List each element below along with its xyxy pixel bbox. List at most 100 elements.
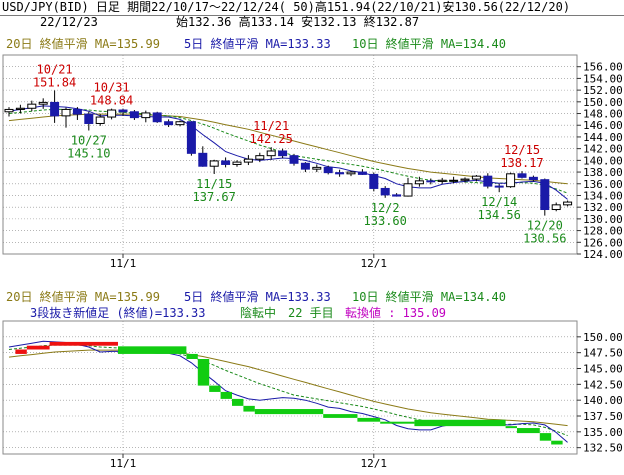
candle-body-down	[278, 150, 288, 157]
candle-y-tick-label: 152.00	[583, 84, 623, 97]
annotation-value: 145.10	[67, 147, 110, 161]
candlestick-x-axis: 11/1 12/1	[110, 254, 387, 270]
three-line-break-plot-frame	[2, 320, 578, 455]
tlb-y-tick-label: 140.00	[583, 394, 623, 407]
annotation-value: 138.17	[500, 156, 543, 170]
candle-body-up	[266, 150, 276, 157]
brick-down	[551, 440, 563, 445]
tlb-y-tick-label: 142.50	[583, 378, 623, 391]
candle-body-down	[392, 194, 402, 197]
tlb-y-tick-label: 145.00	[583, 363, 623, 376]
candle-body-down	[50, 101, 60, 117]
candle-body-up	[551, 204, 561, 211]
candle-body-up	[15, 107, 25, 110]
candlestick-grid	[3, 55, 577, 255]
annotation-value: 130.56	[523, 232, 566, 246]
annotation-date: 11/21	[253, 119, 289, 133]
brick-up	[26, 345, 50, 350]
tlb-x-tick-label: 11/1	[110, 457, 137, 470]
candle-body-down	[289, 155, 299, 164]
candle-body-up	[141, 112, 151, 119]
legend2-status: 陰転中 22 手目	[240, 305, 334, 320]
brick-down	[209, 385, 221, 392]
candle-body-down	[129, 111, 139, 119]
legend2-ma5: 5日 終値平滑 MA=133.33	[184, 289, 331, 304]
header-line-2: 22/12/23 始132.36 高133.14 安132.13 終132.87	[0, 15, 624, 30]
candle-y-tick-label: 126.00	[583, 236, 623, 249]
legend2-ma20: 20日 終値平滑 MA=135.99	[6, 289, 160, 304]
candle-body-up	[38, 101, 48, 105]
three-line-break-y-axis: 150.00 147.50 145.00 142.50 140.00 137.50 135.…	[577, 331, 623, 455]
candle-body-up	[346, 171, 356, 175]
candle-body-down	[152, 112, 162, 123]
candle-y-tick-label: 144.00	[583, 131, 623, 144]
candlestick-series	[4, 90, 573, 216]
legend2-reversal: 転換値 : 135.09	[345, 305, 446, 320]
candle-ma10-line	[8, 108, 568, 194]
annotation-date: 10/27	[71, 134, 107, 148]
legend2-ma10: 10日 終値平滑 MA=134.40	[352, 289, 506, 304]
candle-body-down	[84, 113, 94, 124]
annotation-value: 148.84	[90, 94, 133, 108]
candle-y-tick-label: 132.00	[583, 201, 623, 214]
candle-body-down	[426, 180, 436, 183]
candle-body-up	[27, 103, 37, 109]
candle-body-down	[380, 187, 390, 196]
brick-down	[357, 417, 381, 422]
candle-y-tick-label: 140.00	[583, 154, 623, 167]
candle-body-down	[369, 173, 379, 189]
candle-body-up	[107, 109, 117, 118]
brick-down	[414, 419, 506, 427]
candle-body-down	[335, 172, 345, 175]
candle-body-up	[403, 183, 413, 197]
candle-y-tick-label: 156.00	[583, 61, 623, 74]
tlb-y-tick-label: 132.50	[583, 442, 623, 455]
annotation-date: 10/31	[94, 81, 130, 95]
brick-up	[49, 341, 118, 346]
annotation-date: 11/15	[196, 177, 232, 191]
candle-x-tick-label: 11/1	[110, 257, 137, 270]
candle-x-tick-label: 12/1	[361, 257, 388, 270]
three-line-break-panel: 150.00 147.50 145.00 142.50 140.00 137.50 135.…	[2, 289, 623, 470]
three-line-break-series	[15, 341, 563, 445]
brick-down	[232, 398, 244, 406]
annotation-value: 142.25	[250, 132, 293, 146]
candlestick-y-axis: 156.00154.00152.00150.00148.00146.00144.…	[577, 61, 623, 261]
candle-body-up	[506, 173, 516, 188]
candle-ma5-line	[8, 105, 568, 200]
brick-down	[118, 346, 187, 354]
candle-body-up	[414, 180, 424, 185]
legend-ma5: 5日 終値平滑 MA=133.33	[184, 36, 331, 51]
candle-body-down	[528, 176, 538, 181]
candle-body-up	[471, 175, 481, 180]
brick-down	[254, 409, 324, 415]
candle-body-down	[221, 160, 231, 165]
annotation-date: 12/20	[527, 219, 563, 233]
brick-up	[15, 349, 27, 354]
legend-ma10: 10日 終値平滑 MA=134.40	[352, 36, 506, 51]
candle-body-up	[95, 116, 105, 124]
candle-body-down	[186, 121, 196, 154]
candle-y-tick-label: 142.00	[583, 143, 623, 156]
brick-down	[186, 353, 198, 359]
candle-y-tick-label: 128.00	[583, 225, 623, 238]
annotation-value: 133.60	[364, 214, 407, 228]
header-date: 22/12/23	[40, 15, 98, 29]
tlb-y-tick-label: 147.50	[583, 347, 623, 360]
annotation-value: 134.56	[478, 208, 521, 222]
header-period-text: USD/JPY(BID) 日足 期間22/10/17～22/12/24( 50)…	[2, 0, 571, 14]
candle-body-up	[175, 121, 185, 126]
candle-body-down	[198, 152, 208, 167]
candle-y-tick-label: 148.00	[583, 108, 623, 121]
candle-body-up	[437, 179, 447, 182]
header-ohlc: 始132.36 高133.14 安132.13 終132.87	[176, 15, 420, 29]
candle-body-up	[243, 158, 253, 163]
candle-y-tick-label: 154.00	[583, 72, 623, 85]
legend2-three-line-break: 3段抜き新値足 (終値)=133.33	[30, 305, 205, 320]
brick-down	[505, 426, 517, 429]
candle-body-up	[209, 160, 219, 167]
candle-body-up	[460, 178, 470, 181]
brick-down	[197, 359, 210, 386]
